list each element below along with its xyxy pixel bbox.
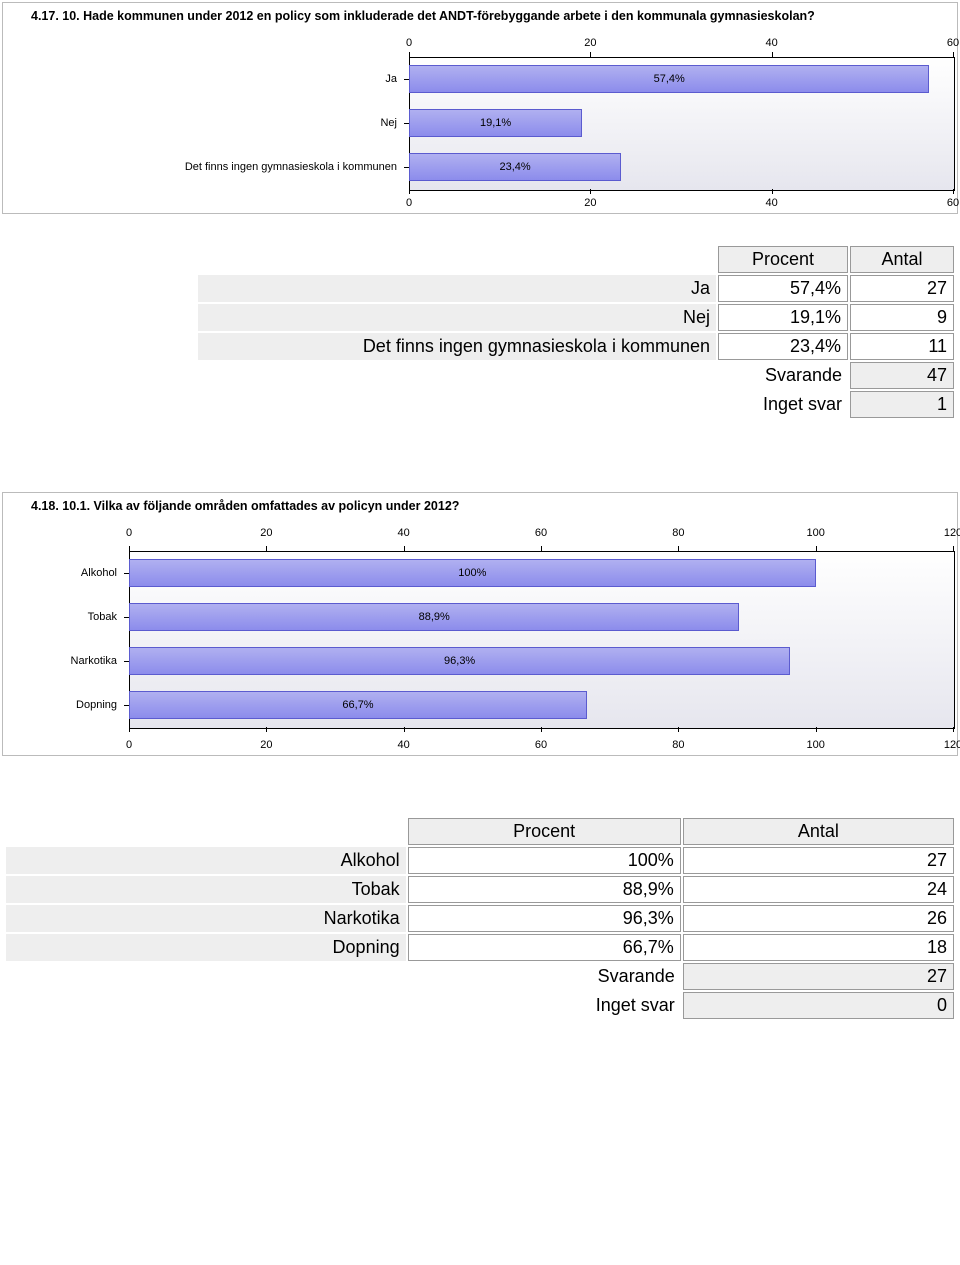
row-antal: 18 (683, 934, 954, 961)
table-summary-row: Svarande27 (6, 963, 954, 990)
table-row: Alkohol100%27 (6, 847, 954, 874)
x-tick-label-bottom: 80 (672, 739, 684, 751)
x-tick-label-top: 100 (806, 527, 824, 539)
row-procent: 19,1% (718, 304, 848, 331)
x-tick-label-top: 60 (947, 37, 959, 49)
x-tick-label-top: 40 (398, 527, 410, 539)
table-summary-row: Inget svar1 (198, 391, 954, 418)
summary-value: 27 (683, 963, 954, 990)
chart-2-plot: 002020404060608080100100120120Alkohol100… (3, 523, 955, 755)
row-label: Nej (198, 304, 716, 331)
table-row: Dopning66,7%18 (6, 934, 954, 961)
table-row: Narkotika96,3%26 (6, 905, 954, 932)
row-procent: 66,7% (408, 934, 681, 961)
bar-value-label: 96,3% (444, 655, 475, 667)
chart-1-title: 4.17. 10. Hade kommunen under 2012 en po… (3, 3, 957, 33)
row-procent: 23,4% (718, 333, 848, 360)
y-category-label: Dopning (3, 699, 117, 711)
table-head-antal: Antal (683, 818, 954, 845)
table-row: Nej19,1%9 (198, 304, 954, 331)
x-tick-label-top: 80 (672, 527, 684, 539)
x-tick-label-bottom: 0 (126, 739, 132, 751)
y-category-label: Tobak (3, 611, 117, 623)
table-summary-row: Inget svar0 (6, 992, 954, 1019)
row-label: Ja (198, 275, 716, 302)
x-tick-label-bottom: 60 (535, 739, 547, 751)
chart-1-plot: 00202040406060Ja57,4%Nej19,1%Det finns i… (3, 33, 955, 213)
x-tick-label-bottom: 20 (260, 739, 272, 751)
table-row: Ja57,4%27 (198, 275, 954, 302)
summary-label: Svarande (718, 362, 848, 389)
bar-value-label: 19,1% (480, 117, 511, 129)
x-tick-label-top: 120 (944, 527, 960, 539)
x-tick-label-bottom: 60 (947, 197, 959, 209)
x-tick-label-top: 60 (535, 527, 547, 539)
row-label: Dopning (6, 934, 406, 961)
table-row: Det finns ingen gymnasieskola i kommunen… (198, 333, 954, 360)
summary-label: Inget svar (718, 391, 848, 418)
row-antal: 27 (683, 847, 954, 874)
table-summary-row: Svarande47 (198, 362, 954, 389)
x-tick-label-top: 40 (766, 37, 778, 49)
summary-label: Svarande (408, 963, 681, 990)
y-category-label: Ja (3, 73, 397, 85)
bar-value-label: 23,4% (499, 161, 530, 173)
row-antal: 27 (850, 275, 954, 302)
y-category-label: Alkohol (3, 567, 117, 579)
y-category-label: Nej (3, 117, 397, 129)
x-tick-label-bottom: 100 (806, 739, 824, 751)
row-antal: 24 (683, 876, 954, 903)
row-procent: 88,9% (408, 876, 681, 903)
row-procent: 100% (408, 847, 681, 874)
chart-2-box: 4.18. 10.1. Vilka av följande områden om… (2, 492, 958, 756)
y-category-label: Narkotika (3, 655, 117, 667)
table-row: Tobak88,9%24 (6, 876, 954, 903)
bar-value-label: 100% (458, 567, 486, 579)
bar-value-label: 66,7% (342, 699, 373, 711)
summary-value: 47 (850, 362, 954, 389)
table-head-procent: Procent (718, 246, 848, 273)
row-antal: 9 (850, 304, 954, 331)
x-tick-label-top: 20 (260, 527, 272, 539)
row-procent: 57,4% (718, 275, 848, 302)
table-1: ProcentAntalJa57,4%27Nej19,1%9Det finns … (196, 244, 956, 420)
row-label: Det finns ingen gymnasieskola i kommunen (198, 333, 716, 360)
summary-value: 0 (683, 992, 954, 1019)
x-tick-label-top: 0 (126, 527, 132, 539)
chart-2-title: 4.18. 10.1. Vilka av följande områden om… (3, 493, 957, 523)
summary-value: 1 (850, 391, 954, 418)
table-head-antal: Antal (850, 246, 954, 273)
x-tick-label-top: 0 (406, 37, 412, 49)
table-2: ProcentAntalAlkohol100%27Tobak88,9%24Nar… (4, 816, 956, 1021)
x-tick-label-bottom: 40 (766, 197, 778, 209)
bar-value-label: 88,9% (419, 611, 450, 623)
x-tick-label-top: 20 (584, 37, 596, 49)
row-label: Tobak (6, 876, 406, 903)
x-tick-label-bottom: 120 (944, 739, 960, 751)
x-tick-label-bottom: 0 (406, 197, 412, 209)
bar-value-label: 57,4% (654, 73, 685, 85)
row-antal: 11 (850, 333, 954, 360)
row-antal: 26 (683, 905, 954, 932)
row-label: Alkohol (6, 847, 406, 874)
y-category-label: Det finns ingen gymnasieskola i kommunen (3, 161, 397, 173)
summary-label: Inget svar (408, 992, 681, 1019)
chart-1-box: 4.17. 10. Hade kommunen under 2012 en po… (2, 2, 958, 214)
table-head-procent: Procent (408, 818, 681, 845)
x-tick-label-bottom: 20 (584, 197, 596, 209)
row-procent: 96,3% (408, 905, 681, 932)
x-tick-label-bottom: 40 (398, 739, 410, 751)
row-label: Narkotika (6, 905, 406, 932)
